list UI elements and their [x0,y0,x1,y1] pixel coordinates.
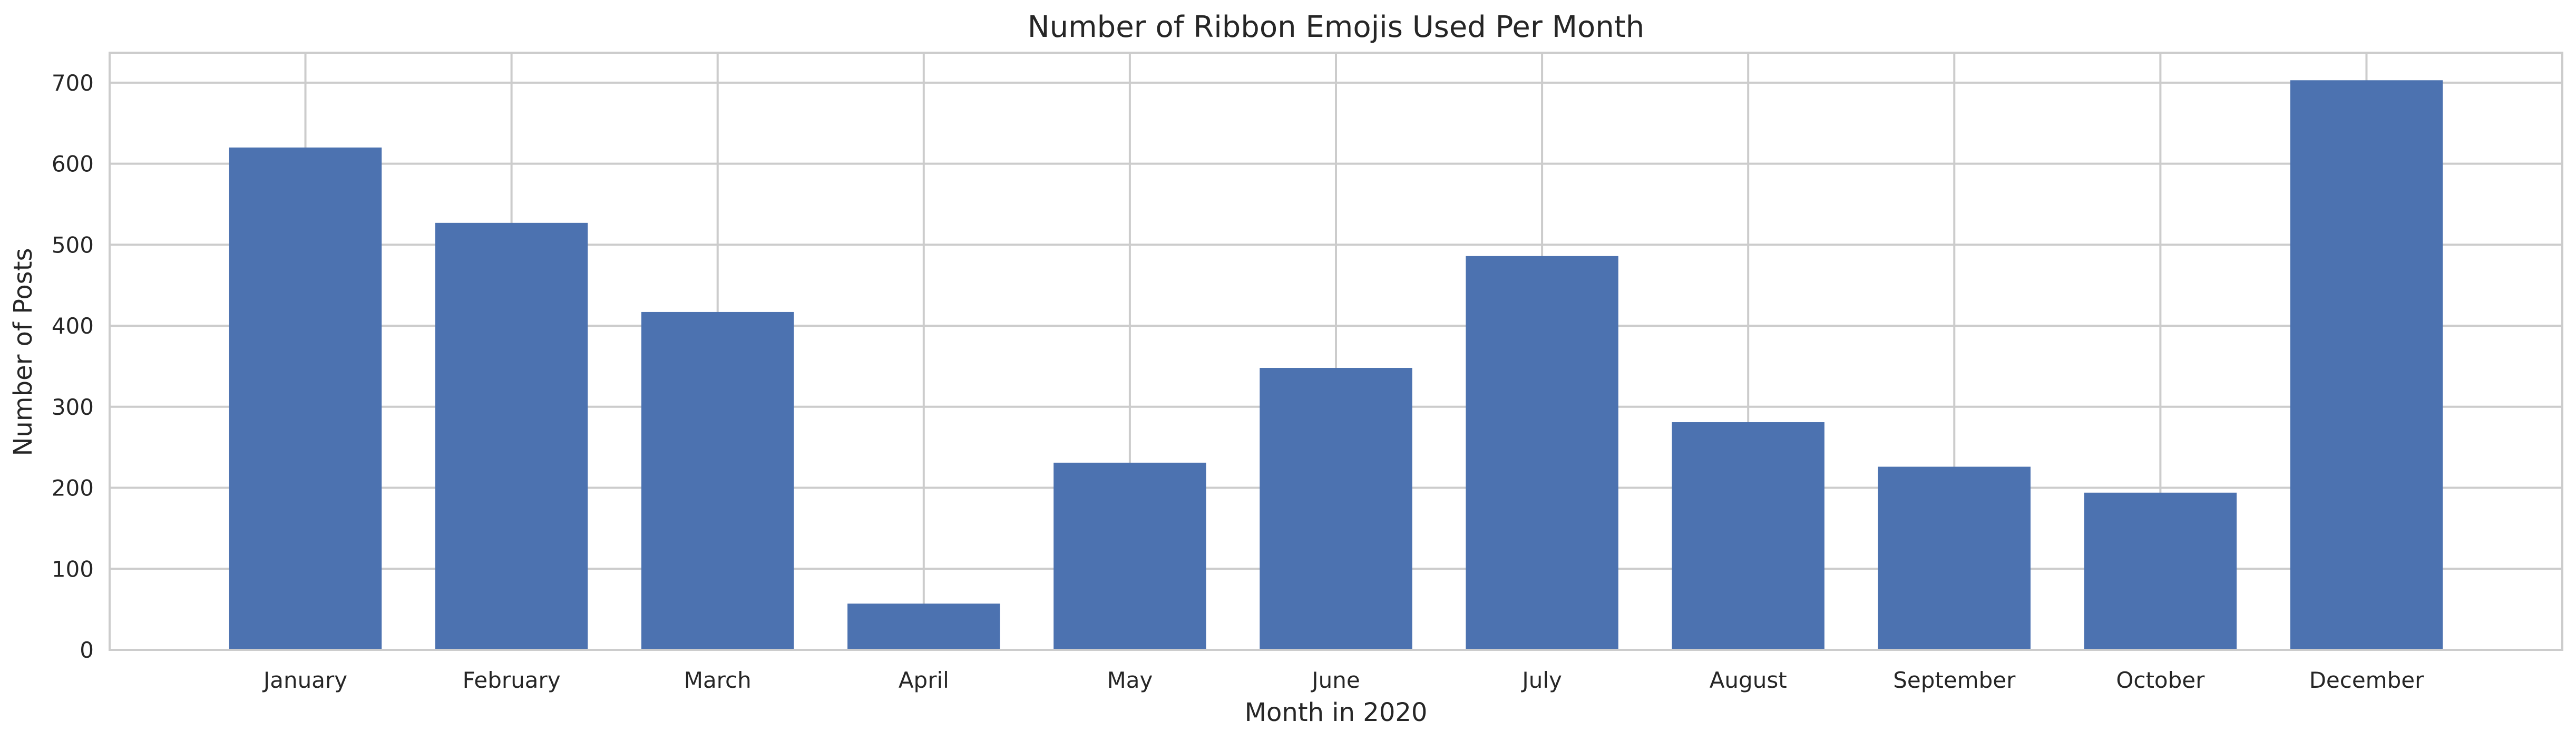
bar-august [1672,422,1824,650]
x-tick-labels: January February March April May June July Augu… [262,667,2424,693]
y-tick-label: 500 [52,232,94,258]
x-tick-label: February [463,667,561,693]
y-tick-label: 700 [52,70,94,96]
x-tick-label: March [684,667,752,693]
y-axis-label: Number of Posts [8,248,38,456]
bar-march [641,311,794,650]
x-tick-label: October [2116,667,2205,693]
y-tick-label: 0 [80,637,94,663]
bars [229,80,2443,650]
y-tick-label: 600 [52,151,94,177]
bar-february [435,222,588,650]
bar-december [2290,80,2443,650]
x-tick-label: September [1893,667,2016,693]
x-tick-label: January [262,667,347,693]
x-tick-label: April [899,667,949,693]
y-tick-label: 400 [52,313,94,339]
bar-january [229,147,382,650]
x-tick-label: December [2309,667,2425,693]
chart-title: Number of Ribbon Emojis Used Per Month [1028,10,1644,44]
x-tick-label: June [1310,667,1360,693]
x-tick-label: August [1710,667,1787,693]
bar-june [1260,368,1412,650]
plot-frame [109,52,2563,651]
bar-april [847,603,1000,650]
y-tick-label: 100 [52,556,94,582]
x-axis-label: Month in 2020 [1245,698,1428,727]
bar-may [1053,462,1206,650]
bar-july [1466,256,1618,650]
bar-october [2084,492,2237,650]
bar-september [1878,466,2031,650]
x-tick-label: May [1107,667,1153,693]
x-tick-label: July [1520,667,1562,693]
y-tick-labels: 0 100 200 300 400 500 600 700 [52,70,94,663]
y-tick-label: 300 [52,394,94,420]
y-tick-label: 200 [52,475,94,501]
